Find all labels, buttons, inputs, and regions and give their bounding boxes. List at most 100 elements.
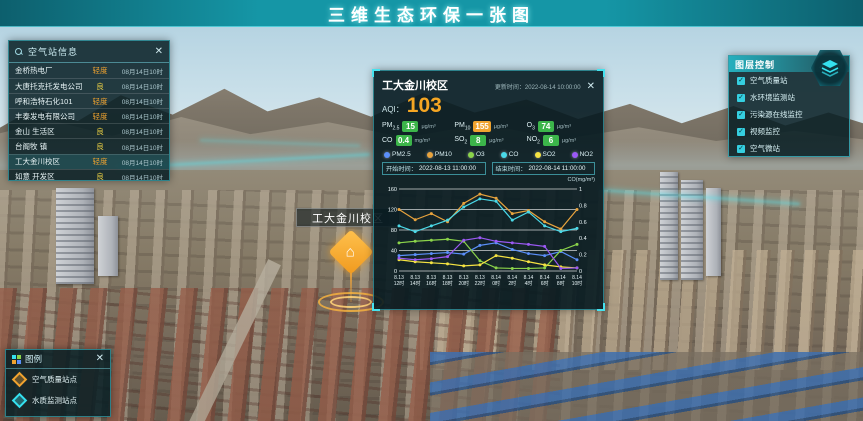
page-title: 三维生态环保一张图 <box>328 5 535 25</box>
station-row[interactable]: 工大金川校区 轻度 08月14日10时 <box>9 153 169 169</box>
svg-text:0.4: 0.4 <box>579 236 587 242</box>
series-line-NO2 <box>398 237 578 270</box>
layer-label: 污染源在线监控 <box>750 110 803 119</box>
popup-corner <box>372 69 380 77</box>
popup-update-time: 更新时间：2022-08-14 10:00:00 <box>494 85 581 91</box>
legend-item[interactable]: 水质监测站点 <box>6 390 110 411</box>
pollutant-name: O3 <box>526 121 535 132</box>
pollutant-cell: PM10 155 μg/m³ <box>454 121 522 132</box>
station-row[interactable]: 丰泰发电有限公司 轻度 08月14日10时 <box>9 108 169 123</box>
layer-checkbox-item[interactable]: ✓ 空气质量站 <box>729 72 849 89</box>
popup-corner <box>597 69 605 77</box>
map-legend-panel: 图例 ✕ 空气质量站点 水质监测站点 <box>5 349 111 417</box>
legend-item[interactable]: 空气质量站点 <box>6 369 110 390</box>
checkbox-checked-icon[interactable]: ✓ <box>737 144 745 153</box>
building-tower-right-1 <box>660 172 678 280</box>
end-time-input[interactable]: 结束时间： 2022-08-14 11:00:00 <box>491 162 595 175</box>
city-industrial-blue-roofs <box>430 352 863 421</box>
layers-hexagon-icon[interactable] <box>810 50 850 86</box>
chart-legend-item[interactable]: PM10 <box>426 151 452 158</box>
station-name: 工大金川校区 <box>15 157 60 167</box>
series-line-PM2.5 <box>398 242 578 261</box>
popup-title: 工大金川校区 <box>382 80 448 92</box>
chart-legend-item[interactable]: NO2 <box>571 151 593 158</box>
pollutant-name: CO <box>382 137 393 144</box>
building-tower-left <box>56 188 94 284</box>
pollutant-value-badge: 155 <box>473 121 491 132</box>
air-station-diamond-icon <box>11 371 28 388</box>
station-name: 丰泰发电有限公司 <box>15 111 75 121</box>
pollutant-value-badge: 6 <box>542 135 559 146</box>
legend-label: NO2 <box>579 151 593 158</box>
station-update-time: 08月14日10时 <box>121 159 163 167</box>
pollutant-trend-chart[interactable]: 0 40 80 120 160 0 0.2 0.4 0.6 0.8 1 8.13 12时 8.13 14时 8… <box>382 183 595 302</box>
station-update-time: 08月14日10时 <box>121 174 163 181</box>
svg-text:0: 0 <box>394 269 397 275</box>
layer-checkbox-item[interactable]: ✓ 空气微站 <box>729 140 849 157</box>
pollutant-unit: μg/m³ <box>493 123 508 130</box>
station-grade-badge: 轻度 <box>92 96 108 106</box>
start-time-input[interactable]: 开始时间： 2022-08-13 11:00:00 <box>382 162 486 175</box>
station-list: 金桥热电厂 轻度 08月14日10时 大唐托克托发电公司良 08月14日10时 呼和浩特石… <box>9 63 169 181</box>
search-icon[interactable] <box>15 47 23 56</box>
building-tower-right-3 <box>706 188 721 276</box>
legend-panel-title: 图例 <box>25 354 43 364</box>
layer-checkbox-item[interactable]: ✓ 水环境监测站 <box>729 89 849 106</box>
chart-legend-item[interactable]: O3 <box>467 151 485 158</box>
legend-dot-icon <box>534 151 541 158</box>
station-row[interactable]: 金桥热电厂 轻度 08月14日10时 <box>9 63 169 78</box>
station-grade-badge: 良 <box>96 81 104 91</box>
marker-pulse-ring-inner <box>330 296 372 308</box>
station-update-time: 08月14日10时 <box>121 114 163 122</box>
layer-label: 空气微站 <box>750 144 780 153</box>
station-row[interactable]: 如意 开发区 良 08月14日10时 <box>9 168 169 181</box>
station-row[interactable]: 呼和浩特石化101 轻度 08月14日10时 <box>9 93 169 108</box>
layer-label: 水环境监测站 <box>750 93 795 102</box>
chart-legend-item[interactable]: CO <box>500 151 519 158</box>
layer-checkbox-item[interactable]: ✓ 视频监控 <box>729 123 849 140</box>
legend-panel-header: 图例 ✕ <box>6 350 110 369</box>
marker-stick <box>350 268 352 302</box>
station-panel-close-icon[interactable]: ✕ <box>154 45 163 57</box>
pollutant-unit: μg/m³ <box>556 123 572 130</box>
legend-dot-icon <box>426 151 433 158</box>
legend-dot-icon <box>500 151 507 158</box>
chart-unit-note: CO(mg/m³) <box>567 177 596 183</box>
legend-dot-icon <box>467 151 474 158</box>
pollutant-unit: μg/m³ <box>561 137 577 144</box>
station-grade-badge: 良 <box>96 172 104 181</box>
checkbox-checked-icon[interactable]: ✓ <box>737 93 745 102</box>
legend-label: CO <box>508 151 519 158</box>
layer-checkbox-item[interactable]: ✓ 污染源在线监控 <box>729 106 849 123</box>
chart-legend-item[interactable]: SO2 <box>534 151 556 158</box>
checkbox-checked-icon[interactable]: ✓ <box>737 127 745 136</box>
svg-text:120: 120 <box>388 208 397 214</box>
station-row[interactable]: 大唐托克托发电公司 良 08月14日10时 <box>9 78 169 93</box>
svg-text:0.6: 0.6 <box>579 220 587 226</box>
popup-close-icon[interactable]: ✕ <box>586 81 595 92</box>
station-update-time: 08月14日10时 <box>121 68 163 76</box>
pollutant-grid: PM2.5 15 μg/m³ PM10 155 μg/m³ O3 74 μg/m³ CO 0.4 mg… <box>382 121 595 146</box>
station-row[interactable]: 金山 生活区 良 08月14日10时 <box>9 123 169 138</box>
legend-panel-close-icon[interactable]: ✕ <box>95 353 104 364</box>
pollutant-unit: μg/m³ <box>421 123 436 130</box>
station-grade-badge: 良 <box>96 142 104 152</box>
chart-legend-item[interactable]: PM2.5 <box>384 151 411 158</box>
pollutant-cell: PM2.5 15 μg/m³ <box>382 121 450 132</box>
station-grade-badge: 轻度 <box>92 157 108 167</box>
station-update-time: 08月14日10时 <box>121 84 163 92</box>
end-time-label: 结束时间： <box>495 166 527 173</box>
checkbox-checked-icon[interactable]: ✓ <box>737 76 745 85</box>
checkbox-checked-icon[interactable]: ✓ <box>737 110 745 119</box>
station-row[interactable]: 台阁牧 镇 良 08月14日10时 <box>9 138 169 153</box>
